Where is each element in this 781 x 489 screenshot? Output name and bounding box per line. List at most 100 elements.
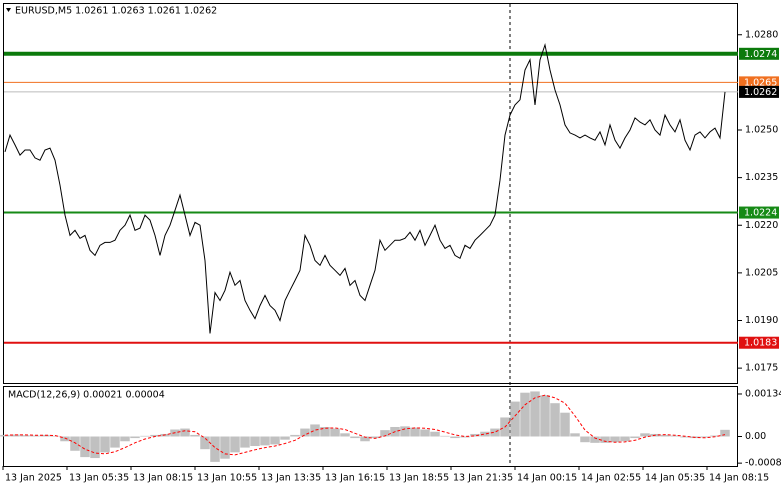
macd-bar	[710, 435, 720, 437]
price-level-label: 1.0224	[744, 208, 777, 219]
macd-bar	[720, 429, 730, 437]
price-level-tag	[739, 336, 779, 349]
macd-bar	[670, 435, 680, 437]
y-tick-label: 1.0250	[745, 125, 778, 136]
macd-bar	[380, 430, 390, 437]
macd-bar	[470, 433, 480, 437]
macd-bar	[680, 436, 690, 438]
macd-bar	[210, 436, 220, 462]
y-tick-label: 1.0175	[745, 363, 778, 374]
macd-bar	[630, 436, 640, 439]
macd-bar	[250, 436, 260, 447]
x-tick-label: 13 Jan 21:35	[453, 473, 513, 484]
macd-bar	[30, 435, 40, 437]
macd-bar	[10, 434, 20, 437]
x-tick-label: 14 Jan 05:35	[645, 473, 705, 484]
macd-bar	[610, 436, 620, 443]
macd-bar	[460, 436, 470, 438]
main-panel-frame	[3, 3, 738, 384]
macd-bar	[450, 436, 460, 439]
macd-bar	[410, 427, 420, 437]
macd-bar	[480, 431, 490, 437]
macd-bar	[520, 392, 530, 437]
x-tick-label: 14 Jan 08:15	[709, 473, 769, 484]
price-level-label: 1.0265	[744, 77, 777, 88]
macd-bar	[80, 436, 90, 458]
x-tick-label: 14 Jan 00:15	[517, 473, 577, 484]
macd-bar	[220, 436, 230, 459]
macd-bar	[0, 434, 10, 437]
symbol-menu-arrow[interactable]	[6, 8, 11, 12]
macd-bar	[180, 428, 190, 437]
macd-bar	[350, 436, 360, 439]
macd-bar	[70, 436, 80, 451]
macd-bar	[200, 436, 210, 450]
price-level-label: 1.0262	[744, 87, 777, 98]
macd-bar	[320, 426, 330, 437]
x-tick-label: 13 Jan 16:15	[325, 473, 385, 484]
macd-bar	[660, 434, 670, 437]
macd-bar	[330, 428, 340, 437]
macd-bar	[140, 435, 150, 437]
x-tick-label: 13 Jan 13:35	[261, 473, 321, 484]
macd-bar	[510, 401, 520, 437]
x-tick-label: 13 Jan 08:15	[133, 473, 193, 484]
y-tick-label: 0.00	[745, 431, 766, 442]
price-level-tag	[739, 206, 779, 219]
macd-bar	[570, 433, 580, 437]
macd-bar	[130, 436, 140, 439]
x-tick-label: 13 Jan 10:55	[197, 473, 257, 484]
macd-bar	[260, 436, 270, 446]
y-tick-label: 1.0280	[745, 29, 778, 40]
macd-bar	[90, 436, 100, 459]
macd-bar	[310, 424, 320, 437]
macd-bar	[490, 428, 500, 437]
macd-bar	[50, 435, 60, 437]
x-tick-label: 13 Jan 18:55	[389, 473, 449, 484]
macd-bar	[280, 436, 290, 440]
macd-bar	[300, 428, 310, 437]
indicator-title: MACD(12,26,9) 0.00021 0.00004	[8, 390, 165, 401]
y-tick-label: 0.00134	[745, 388, 781, 399]
price-level-tag	[739, 47, 779, 60]
macd-bar	[420, 429, 430, 437]
macd-bar	[440, 435, 450, 437]
macd-bar	[120, 436, 130, 442]
macd-bar	[340, 433, 350, 437]
price-level-label: 1.0274	[744, 49, 777, 60]
x-tick-label: 13 Jan 05:35	[69, 473, 129, 484]
macd-bar	[40, 434, 50, 437]
macd-bar	[240, 436, 250, 448]
macd-bar	[550, 403, 560, 437]
y-tick-label: -0.00084	[745, 458, 781, 469]
price-level-label: 1.0183	[744, 338, 777, 349]
macd-bar	[620, 436, 630, 442]
signal-line	[4, 394, 726, 456]
macd-bar	[190, 434, 200, 437]
macd-bar	[430, 431, 440, 437]
macd-bar	[100, 436, 110, 453]
macd-bar	[20, 435, 30, 437]
macd-bar	[370, 436, 380, 439]
x-tick-label: 13 Jan 2025	[5, 473, 62, 484]
y-tick-label: 1.0220	[745, 220, 778, 231]
macd-bar	[700, 436, 710, 438]
macd-bar	[600, 436, 610, 443]
price-level-tag	[739, 85, 779, 98]
y-tick-label: 1.0205	[745, 267, 778, 278]
price-level-tag	[739, 76, 779, 89]
macd-bar	[60, 436, 70, 442]
price-line	[4, 42, 726, 334]
macd-bar	[270, 436, 280, 445]
macd-bar	[360, 436, 370, 442]
macd-bar	[230, 436, 240, 453]
macd-bar	[560, 412, 570, 437]
y-tick-label: 1.0235	[745, 172, 778, 183]
macd-panel-frame	[3, 386, 738, 467]
macd-bar	[150, 434, 160, 437]
x-tick-label: 14 Jan 02:55	[581, 473, 641, 484]
macd-bar	[640, 433, 650, 437]
macd-bar	[580, 436, 590, 443]
